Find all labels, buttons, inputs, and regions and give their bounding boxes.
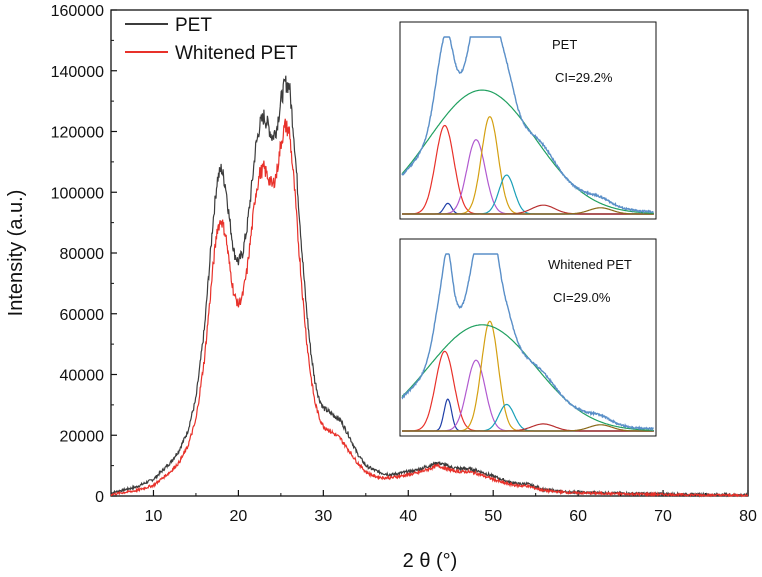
y-axis-title: Intensity (a.u.) <box>5 190 27 317</box>
y-tick-label-140000: 140000 <box>51 64 104 81</box>
inset-frame-pet <box>399 21 657 220</box>
legend: PET Whitened PET <box>125 15 298 64</box>
x-tick-label-70: 70 <box>654 508 672 525</box>
x-tick-label-80: 80 <box>739 508 757 525</box>
y-tick-label-20000: 20000 <box>60 428 105 445</box>
inset-curves-whitened-pet <box>401 253 654 432</box>
inset-whitened-pet: Whitened PET CI=29.0% <box>399 238 657 437</box>
x-axis-ticks: 10 20 30 40 50 60 70 80 <box>110 490 757 525</box>
inset-pet: PET CI=29.2% <box>399 21 657 220</box>
y-tick-label-60000: 60000 <box>60 307 105 324</box>
x-tick-label-60: 60 <box>569 508 587 525</box>
inset-curves-pet <box>401 36 654 215</box>
legend-label-whitened-pet: Whitened PET <box>175 43 298 64</box>
y-tick-label-40000: 40000 <box>60 368 105 385</box>
series-layer <box>110 75 749 498</box>
x-tick-label-40: 40 <box>399 508 417 525</box>
y-tick-label-100000: 100000 <box>51 185 104 202</box>
inset-annotation-whitened-pet: CI=29.0% <box>553 290 611 305</box>
y-axis-ticks: 0 20000 40000 60000 80000 100000 120000 140000 1… <box>51 3 117 506</box>
series-line-whitened-pet <box>110 118 749 498</box>
x-tick-label-30: 30 <box>314 508 332 525</box>
x-tick-label-50: 50 <box>484 508 502 525</box>
y-tick-label-0: 0 <box>95 489 104 506</box>
y-tick-label-160000: 160000 <box>51 3 104 20</box>
x-tick-label-10: 10 <box>145 508 163 525</box>
y-tick-label-120000: 120000 <box>51 125 104 142</box>
inset-label-whitened-pet: Whitened PET <box>548 257 632 272</box>
inset-annotation-pet: CI=29.2% <box>555 70 613 85</box>
legend-label-pet: PET <box>175 15 212 36</box>
inset-peak-brown <box>402 207 654 215</box>
y-tick-label-80000: 80000 <box>60 246 105 263</box>
inset-total-fit <box>401 253 654 432</box>
x-tick-label-20: 20 <box>230 508 248 525</box>
inset-total-fit <box>401 36 654 214</box>
inset-peak-brown <box>402 424 654 432</box>
inset-label-pet: PET <box>552 37 577 52</box>
x-axis-title: 2 θ (°) <box>403 550 458 572</box>
